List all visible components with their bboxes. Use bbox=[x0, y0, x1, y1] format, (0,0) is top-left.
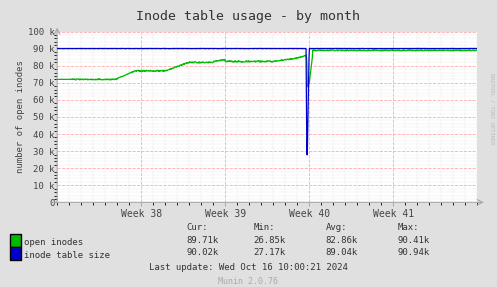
Y-axis label: number of open inodes: number of open inodes bbox=[16, 61, 25, 173]
Text: Inode table usage - by month: Inode table usage - by month bbox=[137, 10, 360, 23]
Text: inode table size: inode table size bbox=[24, 251, 110, 260]
Text: 90.94k: 90.94k bbox=[398, 249, 430, 257]
Text: 82.86k: 82.86k bbox=[326, 236, 358, 245]
Text: Last update: Wed Oct 16 10:00:21 2024: Last update: Wed Oct 16 10:00:21 2024 bbox=[149, 263, 348, 272]
Text: Max:: Max: bbox=[398, 223, 419, 232]
Text: 89.71k: 89.71k bbox=[186, 236, 219, 245]
Text: Min:: Min: bbox=[253, 223, 275, 232]
Text: 90.41k: 90.41k bbox=[398, 236, 430, 245]
Text: Cur:: Cur: bbox=[186, 223, 208, 232]
Text: Munin 2.0.76: Munin 2.0.76 bbox=[219, 277, 278, 286]
Text: 90.02k: 90.02k bbox=[186, 249, 219, 257]
Text: open inodes: open inodes bbox=[24, 238, 83, 247]
Text: Avg:: Avg: bbox=[326, 223, 347, 232]
Text: 27.17k: 27.17k bbox=[253, 249, 286, 257]
Text: RRDTOOL / TOBI OETIKER: RRDTOOL / TOBI OETIKER bbox=[490, 73, 495, 145]
Text: 26.85k: 26.85k bbox=[253, 236, 286, 245]
Text: 89.04k: 89.04k bbox=[326, 249, 358, 257]
